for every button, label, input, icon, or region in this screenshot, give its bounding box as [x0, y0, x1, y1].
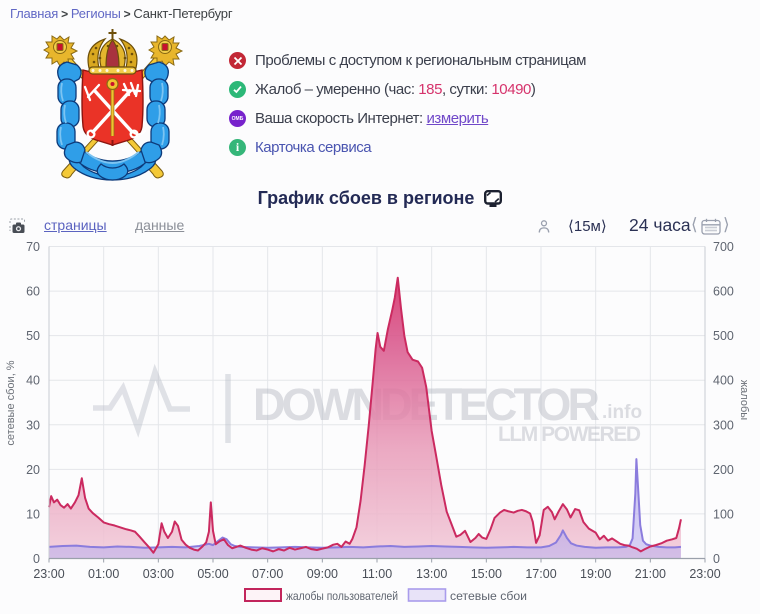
- svg-text:01:00: 01:00: [88, 567, 119, 581]
- svg-text:13:00: 13:00: [416, 567, 447, 581]
- svg-text:10: 10: [26, 507, 40, 521]
- svg-text:17:00: 17:00: [525, 567, 556, 581]
- svg-text:LLM POWERED: LLM POWERED: [498, 423, 641, 446]
- svg-text:400: 400: [713, 374, 734, 388]
- svg-text:19:00: 19:00: [580, 567, 611, 581]
- svg-text:200: 200: [713, 463, 734, 477]
- svg-text:70: 70: [26, 240, 40, 254]
- svg-text:600: 600: [713, 285, 734, 299]
- svg-text:15:00: 15:00: [471, 567, 502, 581]
- svg-text:05:00: 05:00: [197, 567, 228, 581]
- svg-text:60: 60: [26, 285, 40, 299]
- svg-text:21:00: 21:00: [635, 567, 666, 581]
- svg-text:23:00: 23:00: [689, 567, 720, 581]
- svg-text:300: 300: [713, 418, 734, 432]
- svg-text:700: 700: [713, 240, 734, 254]
- svg-text:100: 100: [713, 507, 734, 521]
- svg-text:09:00: 09:00: [307, 567, 338, 581]
- svg-text:07:00: 07:00: [252, 567, 283, 581]
- svg-text:40: 40: [26, 374, 40, 388]
- svg-text:30: 30: [26, 418, 40, 432]
- svg-text:.info: .info: [602, 402, 642, 423]
- svg-text:0: 0: [713, 552, 720, 566]
- svg-text:23:00: 23:00: [33, 567, 64, 581]
- svg-text:50: 50: [26, 329, 40, 343]
- svg-text:11:00: 11:00: [362, 567, 392, 581]
- svg-text:сетевые сбои, %: сетевые сбои, %: [5, 360, 17, 445]
- svg-text:20: 20: [26, 463, 40, 477]
- svg-text:03:00: 03:00: [143, 567, 174, 581]
- svg-text:500: 500: [713, 329, 734, 343]
- svg-text:жалобы: жалобы: [738, 380, 750, 420]
- svg-text:сетевые сбои: сетевые сбои: [450, 589, 527, 603]
- svg-text:0: 0: [33, 552, 40, 566]
- svg-text:жалобы пользователей: жалобы пользователей: [286, 589, 398, 603]
